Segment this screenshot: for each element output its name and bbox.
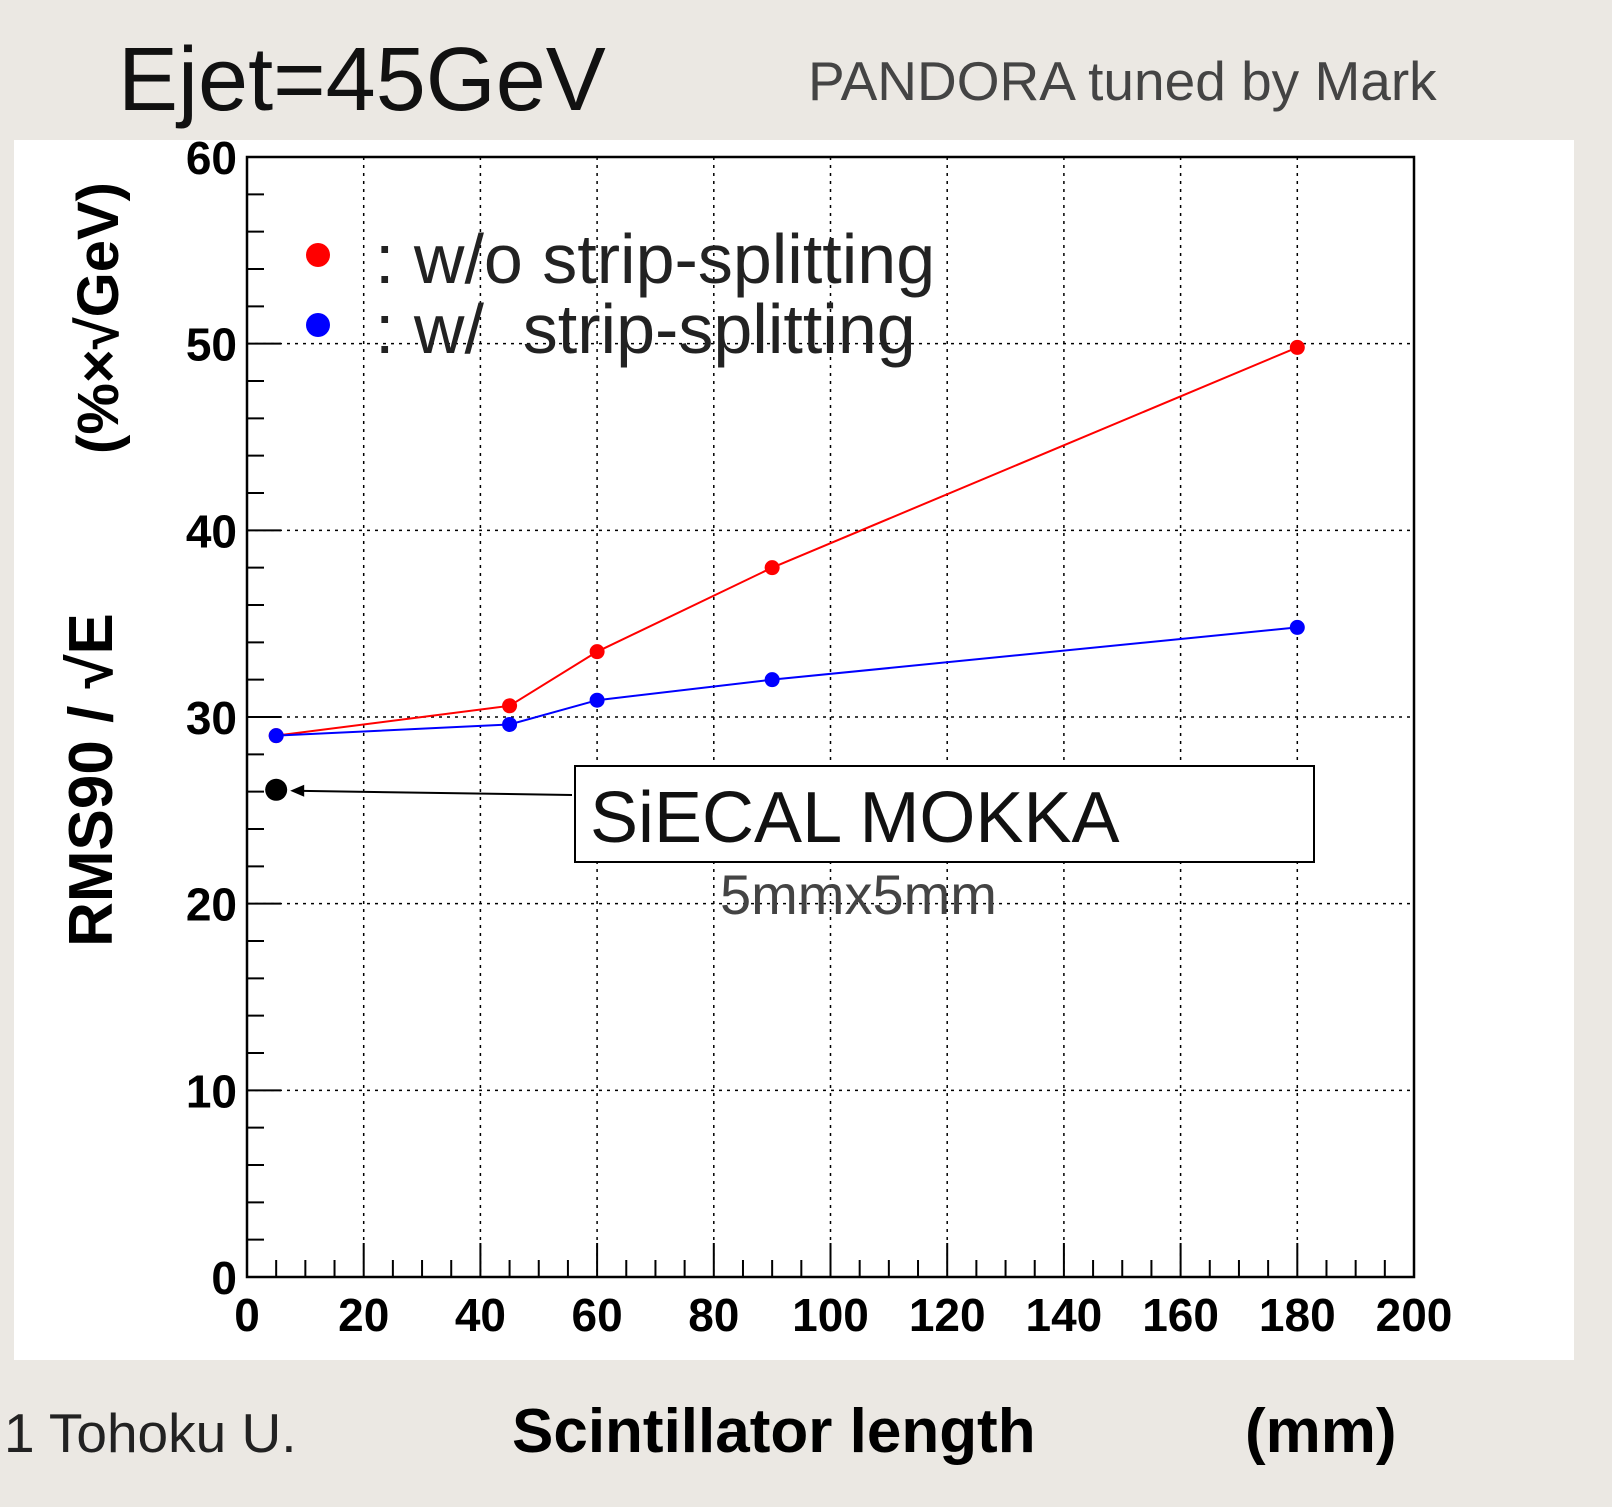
arrow-head [290, 784, 305, 797]
x-tick-label: 200 [1376, 1289, 1453, 1341]
y-tick-label: 10 [186, 1065, 237, 1117]
x-axis-unit: (mm) [1245, 1397, 1397, 1466]
chart-subtitle: PANDORA tuned by Mark [808, 50, 1437, 112]
y-tick-label: 20 [186, 879, 237, 931]
x-tick-label: 20 [338, 1289, 389, 1341]
legend-marker [306, 313, 330, 337]
plot-frame [245, 155, 1416, 1279]
x-tick-label: 140 [1026, 1289, 1103, 1341]
x-tick-label: 160 [1142, 1289, 1219, 1341]
footer: 1 Tohoku U. [4, 1402, 297, 1464]
y-tick-label: 40 [186, 505, 237, 557]
y-axis-unit: (%×√GeV) [66, 182, 131, 454]
annotation-label: SiECAL MOKKA [590, 778, 1120, 858]
y-tick-label: 50 [186, 319, 237, 371]
x-tick-label: 180 [1259, 1289, 1336, 1341]
y-tick-label: 30 [186, 692, 237, 744]
data-point [1289, 339, 1305, 355]
data-point [589, 692, 605, 708]
data-point [589, 644, 605, 660]
legend-label: : w/ strip-splitting [375, 290, 916, 368]
legend-marker [306, 243, 330, 267]
chart-title: Ejet=45GeV [118, 30, 606, 130]
plot: 0 20 40 60 80 100 120 140 160 180 200 0 10 20 30 40 50 60… [186, 132, 1453, 1341]
annotation-sublabel: 5mmx5mm [720, 863, 997, 926]
legend-label: : w/o strip-splitting [375, 220, 935, 298]
data-point [502, 716, 518, 732]
y-tick-label: 60 [186, 132, 237, 184]
data-point [1289, 619, 1305, 635]
x-tick-label: 60 [572, 1289, 623, 1341]
x-tick-label: 40 [455, 1289, 506, 1341]
y-tick-label: 0 [211, 1252, 237, 1304]
x-axis-label: Scintillator length [512, 1397, 1036, 1466]
data-point [764, 672, 780, 688]
y-axis-label: RMS90 / √E [57, 613, 126, 947]
annotation-box [574, 765, 1315, 863]
annotation-arrow [294, 789, 573, 796]
x-tick-label: 0 [234, 1289, 260, 1341]
data-point [268, 728, 284, 744]
data-point [502, 698, 518, 714]
x-tick-label: 80 [688, 1289, 739, 1341]
x-tick-label: 120 [909, 1289, 986, 1341]
x-tick-label: 100 [792, 1289, 869, 1341]
data-point [764, 560, 780, 576]
reference-point [265, 778, 288, 801]
